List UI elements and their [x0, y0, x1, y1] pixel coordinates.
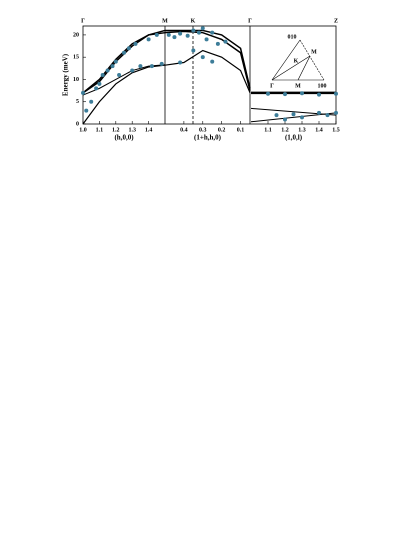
dispersion-curve	[250, 107, 337, 116]
data-point	[133, 41, 138, 46]
plot-frame	[82, 25, 337, 125]
y-axis-label: Energy (meV)	[62, 53, 70, 96]
data-point	[197, 30, 201, 35]
data-point	[94, 86, 99, 91]
data-point	[166, 32, 171, 37]
data-point	[130, 68, 135, 73]
y-tick-label: 5	[76, 99, 79, 105]
inset-edge	[297, 55, 311, 81]
x-axis-label: (1,0,l)	[285, 134, 303, 142]
data-point	[172, 35, 177, 40]
data-point	[200, 26, 205, 31]
inset-label: M	[311, 49, 317, 55]
symmetry-label: Z	[334, 18, 338, 24]
data-point	[317, 110, 321, 115]
data-point	[117, 73, 122, 77]
x-axis-label: (1+h,h,0)	[194, 134, 222, 142]
y-tick-label: 10	[73, 77, 79, 83]
data-point	[274, 113, 279, 118]
data-point	[138, 64, 143, 69]
inset-label: Γ	[270, 83, 274, 89]
symmetry-label: K	[191, 18, 196, 24]
x-tick-label: 1.2	[112, 127, 120, 133]
data-point	[334, 91, 338, 96]
x-tick-label: 0.1	[237, 127, 245, 133]
data-point	[159, 61, 164, 66]
inset-label: K	[294, 58, 299, 64]
data-point	[126, 46, 131, 51]
inset-edge	[271, 55, 311, 81]
inset: 010 M K Γ M 100	[270, 34, 326, 89]
symmetry-label: Γ	[248, 18, 252, 24]
inset-label: 010	[288, 34, 297, 40]
data-point	[89, 99, 94, 104]
x-tick-label: 0.3	[199, 127, 207, 133]
data-point	[178, 60, 183, 65]
data-point	[334, 110, 338, 115]
inset-label: M	[295, 83, 301, 89]
dispersion-curve	[82, 64, 166, 96]
data-point	[325, 113, 330, 118]
data-point	[300, 115, 304, 120]
dispersion-curve	[164, 30, 251, 91]
x-tick-label: 1.4	[145, 127, 153, 133]
data-point	[283, 92, 287, 97]
data-point	[191, 28, 196, 33]
data-point	[266, 91, 270, 96]
dispersion-curve	[164, 49, 251, 94]
data-point	[84, 108, 89, 113]
data-point	[191, 48, 196, 53]
data-point	[291, 112, 296, 117]
dispersion-curve	[82, 31, 166, 94]
data-point	[110, 64, 115, 69]
x-tick-label: 1.2	[281, 127, 289, 133]
data-point	[317, 92, 321, 97]
data-point	[223, 39, 228, 44]
x-axis-label: (h,0,0)	[114, 134, 134, 142]
inset-label: 100	[318, 83, 327, 89]
data-point	[283, 117, 287, 122]
data-point	[210, 30, 215, 35]
data-point	[97, 81, 102, 86]
symmetry-label: M	[162, 18, 168, 24]
data-point	[149, 64, 154, 69]
y-tick-label: 15	[73, 55, 79, 61]
data-point	[100, 73, 105, 77]
x-tick-label: 1.1	[96, 127, 104, 133]
x-tick-label: 1.3	[298, 127, 306, 133]
dispersion-curve	[82, 64, 166, 125]
y-tick-label: 20	[73, 32, 79, 38]
data-point	[185, 33, 190, 38]
x-tick-label: 0.2	[218, 127, 226, 133]
data-point	[200, 55, 205, 60]
data-point	[300, 91, 304, 96]
data-point	[210, 59, 215, 64]
dispersion-curve	[82, 29, 166, 94]
x-tick-label: 1.0	[79, 127, 87, 133]
x-tick-label: 0.4	[180, 127, 188, 133]
data-point	[113, 59, 118, 64]
data-point	[178, 31, 183, 36]
data-point	[204, 37, 209, 42]
inset-axis	[271, 39, 301, 81]
y-tick-label: 0	[76, 121, 79, 127]
inset-edge	[299, 39, 325, 81]
data-point	[81, 90, 85, 95]
data-point	[215, 41, 220, 46]
data-point	[105, 68, 110, 73]
data-point	[146, 37, 151, 42]
data-point	[154, 32, 159, 37]
x-tick-label: 1.3	[128, 127, 136, 133]
data-point	[122, 50, 126, 55]
symmetry-label: Γ	[81, 18, 85, 24]
x-tick-label: 1.4	[315, 127, 323, 133]
x-tick-label: 1.1	[264, 127, 272, 133]
x-tick-label: 1.5	[332, 127, 340, 133]
